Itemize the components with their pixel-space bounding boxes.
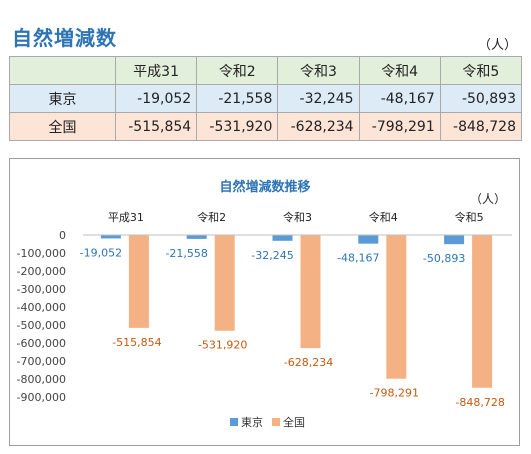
- y-tick-label: -700,000: [17, 355, 66, 368]
- data-label-tokyo: -48,167: [337, 252, 379, 265]
- category-label: 令和4: [369, 210, 398, 224]
- bar-zenkoku: [300, 235, 321, 349]
- table-cell: -48,167: [358, 84, 441, 113]
- row-label-tokyo: 東京: [9, 84, 116, 113]
- data-label-zenkoku: -798,291: [370, 387, 419, 400]
- y-tick-label: -400,000: [17, 301, 66, 314]
- table-cell: -628,234: [277, 112, 360, 141]
- y-tick-label: -100,000: [17, 247, 66, 260]
- row-label-zenkoku: 全国: [9, 112, 116, 141]
- chart-unit-label: （人）: [470, 192, 506, 206]
- page-title: 自然増減数: [12, 26, 117, 50]
- y-tick-label: -600,000: [17, 337, 66, 350]
- bar-zenkoku: [386, 235, 407, 379]
- data-label-tokyo: -19,052: [80, 246, 122, 259]
- y-tick-label: -300,000: [17, 283, 66, 296]
- legend-swatch-tokyo: [230, 418, 238, 426]
- y-tick-label: -200,000: [17, 265, 66, 278]
- unit-label: （人）: [477, 38, 517, 53]
- table-header-reiwa2: 令和2: [196, 56, 279, 85]
- chart-container: 自然増減数推移 （人） 0 -100,000 -200,000 -300,000 -400,…: [9, 158, 520, 446]
- table-header-reiwa3: 令和3: [277, 56, 360, 85]
- data-label-tokyo: -21,558: [165, 247, 207, 260]
- table-header-reiwa4: 令和4: [358, 56, 441, 85]
- table-cell: -50,893: [439, 84, 523, 113]
- bar-tokyo: [100, 235, 121, 239]
- y-tick-label: 0: [59, 229, 66, 242]
- legend-label-zenkoku: 全国: [283, 415, 305, 429]
- data-label-tokyo: -50,893: [423, 252, 465, 265]
- table-header-row: 平成31 令和2 令和3 令和4 令和5: [9, 56, 523, 85]
- table-cell: -19,052: [114, 84, 198, 113]
- bar-zenkoku: [128, 235, 149, 328]
- table-header-reiwa5: 令和5: [439, 56, 523, 85]
- table-header-corner: [9, 56, 116, 85]
- chart-title: 自然増減数推移: [219, 179, 310, 195]
- table-row-zenkoku: 全国 -515,854 -531,920 -628,234 -798,291 -…: [9, 112, 523, 141]
- bar-tokyo: [358, 235, 379, 244]
- category-label: 平成31: [108, 211, 144, 224]
- bar-tokyo: [444, 235, 465, 245]
- data-label-zenkoku: -848,728: [455, 396, 504, 409]
- category-label: 令和5: [455, 210, 484, 224]
- data-label-tokyo: -32,245: [251, 249, 293, 262]
- category-label: 令和2: [197, 210, 226, 224]
- data-label-zenkoku: -628,234: [284, 356, 333, 369]
- table-cell: -798,291: [358, 112, 441, 141]
- table-cell: -848,728: [439, 112, 523, 141]
- data-label-zenkoku: -531,920: [198, 339, 247, 352]
- table-cell: -21,558: [196, 84, 279, 113]
- table-cell: -531,920: [196, 112, 279, 141]
- category-label: 令和3: [283, 210, 312, 224]
- bar-tokyo: [272, 235, 293, 241]
- table-cell: -515,854: [114, 112, 198, 141]
- bar-tokyo: [186, 235, 207, 239]
- legend-label-tokyo: 東京: [241, 415, 263, 429]
- y-tick-label: -900,000: [17, 391, 66, 404]
- y-tick-label: -800,000: [17, 373, 66, 386]
- summary-table: 平成31 令和2 令和3 令和4 令和5 東京 -19,052 -21,558 …: [9, 56, 523, 141]
- data-label-zenkoku: -515,854: [112, 336, 161, 349]
- bar-zenkoku: [214, 235, 235, 331]
- table-cell: -32,245: [277, 84, 360, 113]
- bar-chart: 自然増減数推移 （人） 0 -100,000 -200,000 -300,000 -400,…: [17, 179, 512, 429]
- y-tick-label: -500,000: [17, 319, 66, 332]
- legend-swatch-zenkoku: [272, 418, 280, 426]
- table-header-heisei31: 平成31: [114, 56, 198, 85]
- table-row-tokyo: 東京 -19,052 -21,558 -32,245 -48,167 -50,8…: [9, 84, 523, 113]
- bar-zenkoku: [472, 235, 493, 388]
